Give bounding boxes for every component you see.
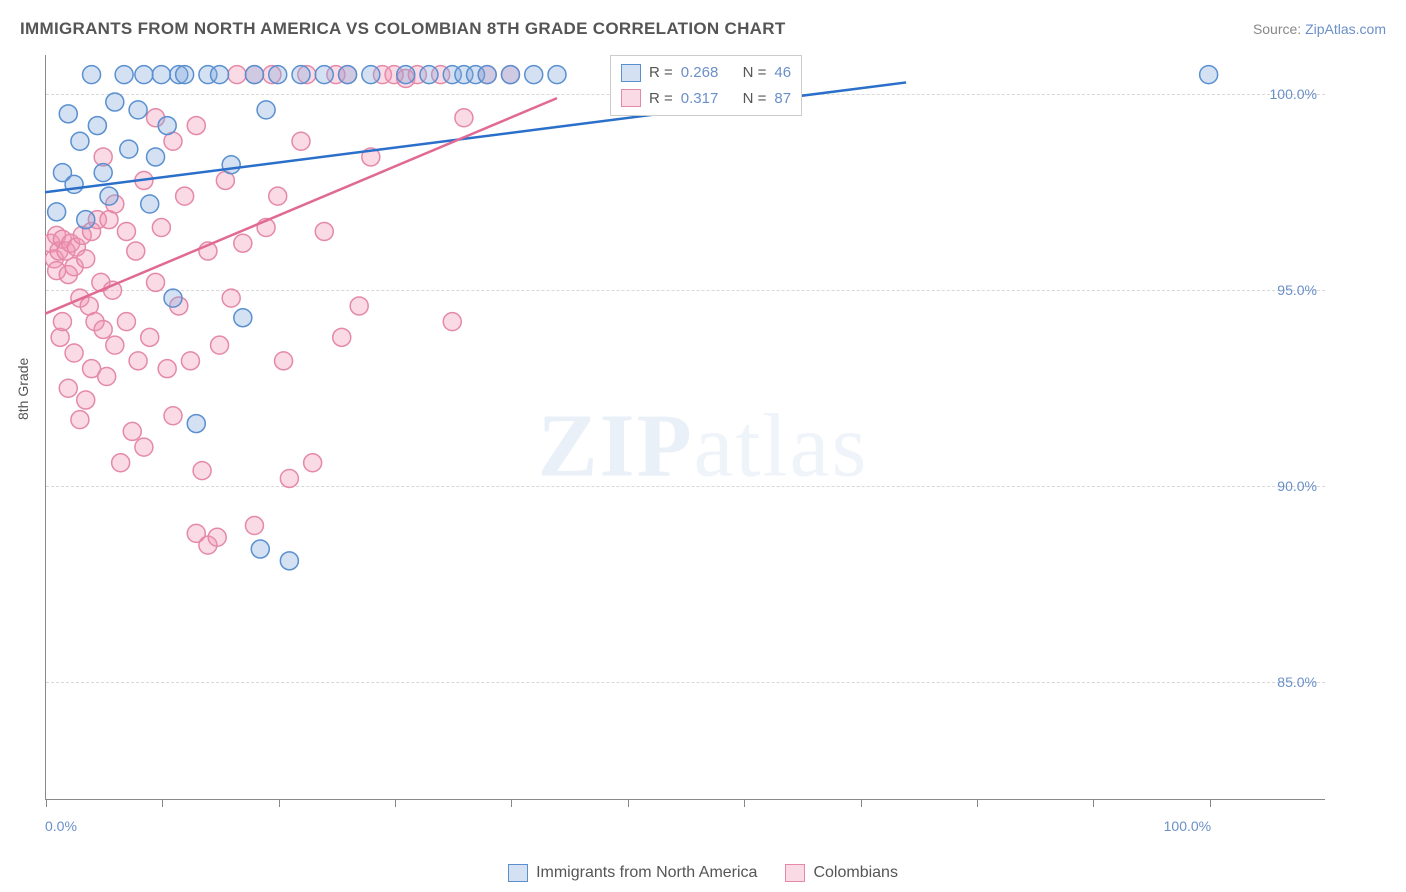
n-value-series1: 46 [774,60,791,86]
y-tick-label: 95.0% [1277,282,1317,298]
stats-row-series2: R = 0.317 N = 87 [621,86,791,112]
x-tick [861,799,862,807]
chart-title: IMMIGRANTS FROM NORTH AMERICA VS COLOMBI… [20,19,786,39]
x-tick [1210,799,1211,807]
x-tick [511,799,512,807]
source-link[interactable]: ZipAtlas.com [1305,21,1386,37]
gridline [46,290,1325,291]
legend-label-series2: Colombians [813,864,897,882]
stats-legend-box: R = 0.268 N = 46 R = 0.317 N = 87 [610,55,802,116]
x-tick [395,799,396,807]
legend-swatch-series1 [508,864,528,882]
x-tick-label: 0.0% [45,818,77,834]
r-label: R = [649,86,673,112]
r-value-series2: 0.317 [681,86,719,112]
y-axis-label: 8th Grade [15,358,31,420]
legend-item-series1: Immigrants from North America [508,864,757,882]
x-tick [628,799,629,807]
y-tick-label: 85.0% [1277,674,1317,690]
x-tick [1093,799,1094,807]
bottom-legend: Immigrants from North America Colombians [0,864,1406,882]
n-label: N = [743,86,767,112]
gridline [46,682,1325,683]
n-value-series2: 87 [774,86,791,112]
x-tick [46,799,47,807]
x-tick [744,799,745,807]
source-prefix: Source: [1253,21,1305,37]
swatch-series2 [621,89,641,107]
header: IMMIGRANTS FROM NORTH AMERICA VS COLOMBI… [0,0,1406,45]
swatch-series1 [621,64,641,82]
source-attribution: Source: ZipAtlas.com [1253,21,1386,37]
y-tick-label: 90.0% [1277,478,1317,494]
x-tick [279,799,280,807]
y-tick-label: 100.0% [1270,86,1317,102]
legend-item-series2: Colombians [785,864,897,882]
r-label: R = [649,60,673,86]
x-tick [977,799,978,807]
n-label: N = [743,60,767,86]
x-tick [162,799,163,807]
stats-row-series1: R = 0.268 N = 46 [621,60,791,86]
legend-label-series1: Immigrants from North America [536,864,757,882]
chart-plot-area: 85.0% 90.0% 95.0% 100.0% [45,55,1325,800]
gridline [46,486,1325,487]
x-tick-label: 100.0% [1164,818,1211,834]
legend-swatch-series2 [785,864,805,882]
r-value-series1: 0.268 [681,60,719,86]
